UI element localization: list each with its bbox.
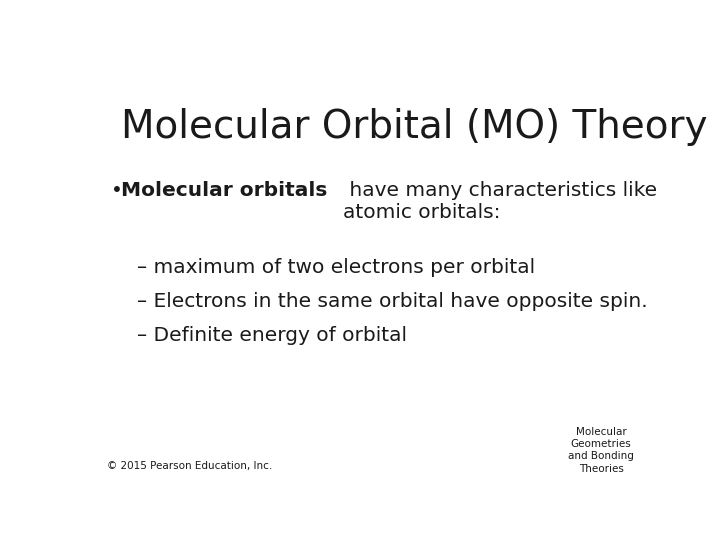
Text: •: • bbox=[111, 181, 122, 200]
Text: Molecular orbitals: Molecular orbitals bbox=[121, 181, 327, 200]
Text: – maximum of two electrons per orbital: – maximum of two electrons per orbital bbox=[138, 258, 536, 277]
Text: Molecular Orbital (MO) Theory: Molecular Orbital (MO) Theory bbox=[121, 109, 707, 146]
Text: – Definite energy of orbital: – Definite energy of orbital bbox=[138, 326, 408, 346]
Text: have many characteristics like
atomic orbitals:: have many characteristics like atomic or… bbox=[343, 181, 657, 222]
Text: Molecular
Geometries
and Bonding
Theories: Molecular Geometries and Bonding Theorie… bbox=[568, 427, 634, 474]
Text: © 2015 Pearson Education, Inc.: © 2015 Pearson Education, Inc. bbox=[107, 462, 272, 471]
Text: – Electrons in the same orbital have opposite spin.: – Electrons in the same orbital have opp… bbox=[138, 292, 648, 311]
